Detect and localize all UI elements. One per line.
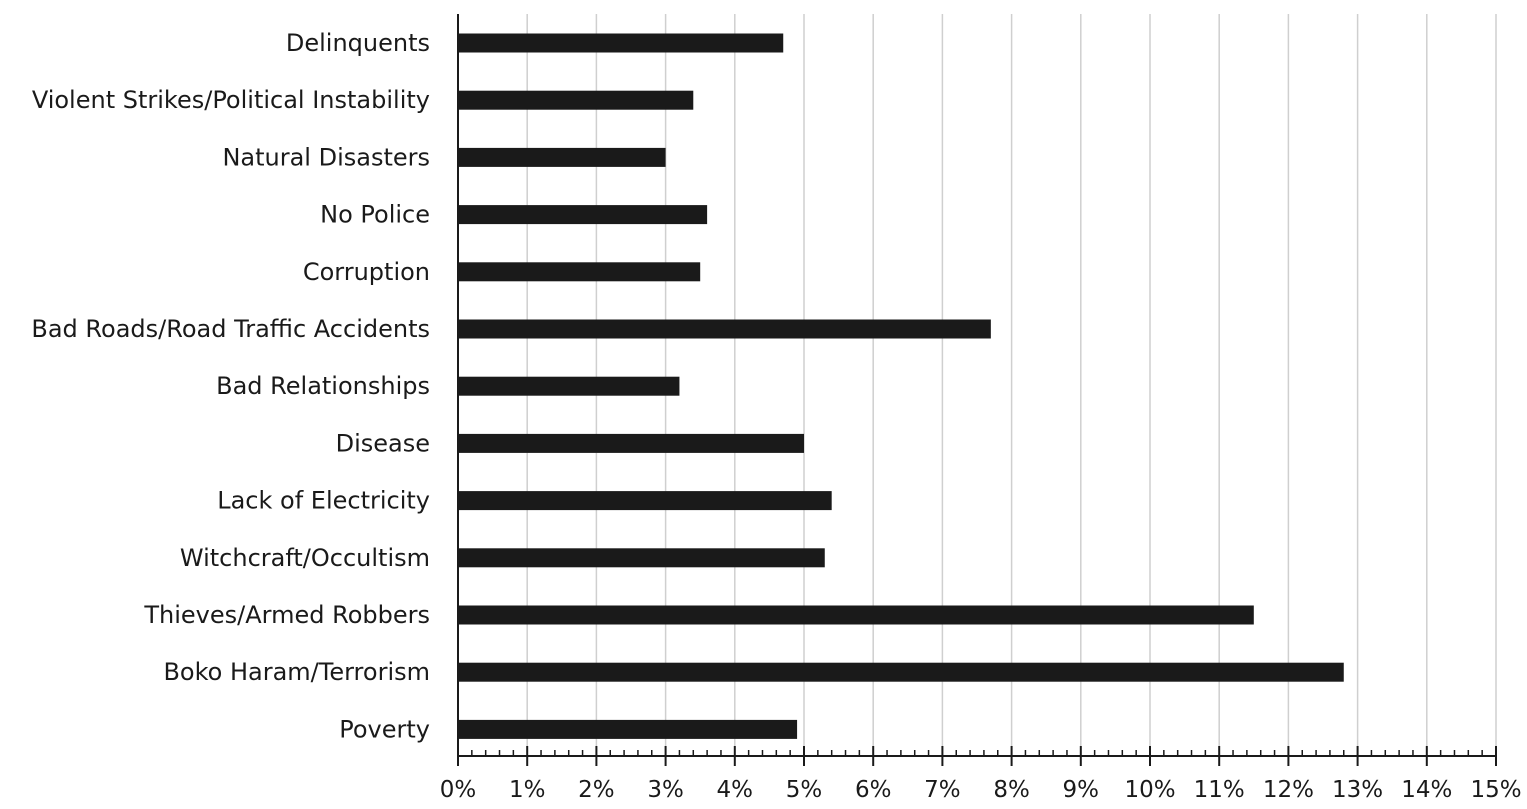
x-tick-label: 11%	[1194, 777, 1245, 803]
x-tick-label: 6%	[855, 777, 892, 803]
category-label: Bad Roads/Road Traffic Accidents	[31, 315, 430, 343]
category-label: Thieves/Armed Robbers	[143, 601, 430, 629]
bar	[458, 548, 825, 568]
category-label: Witchcraft/Occultism	[180, 544, 430, 572]
category-label: Disease	[336, 429, 430, 457]
x-tick-label: 0%	[440, 777, 477, 803]
bar	[458, 433, 804, 453]
bar	[458, 605, 1254, 625]
category-labels: Delinquents Violent Strikes/Political Ins…	[31, 29, 430, 743]
x-tick-label: 5%	[786, 777, 823, 803]
category-label: Natural Disasters	[222, 143, 430, 171]
category-label: Violent Strikes/Political Instability	[32, 86, 430, 114]
bar	[458, 719, 798, 739]
gridlines	[526, 14, 1497, 756]
category-label: Lack of Electricity	[217, 487, 430, 515]
x-tick-label: 4%	[717, 777, 754, 803]
x-tick-label: 7%	[924, 777, 961, 803]
bar	[458, 376, 680, 396]
bar	[458, 90, 694, 110]
x-tick-label: 13%	[1332, 777, 1383, 803]
x-tick-label: 15%	[1470, 777, 1521, 803]
x-axis: 0% 1% 2% 3% 4% 5% 6% 7% 8% 9% 10% 11% 12% 13% 14% 15%	[440, 14, 1522, 803]
x-tick-label: 2%	[578, 777, 615, 803]
category-label: Corruption	[303, 258, 430, 286]
x-tick-label: 8%	[993, 777, 1030, 803]
bar	[458, 205, 708, 225]
x-tick-label: 10%	[1124, 777, 1175, 803]
category-label: Poverty	[339, 715, 430, 743]
x-tick-label: 14%	[1401, 777, 1452, 803]
bar	[458, 147, 666, 167]
x-tick-label: 12%	[1263, 777, 1314, 803]
bar	[458, 319, 991, 339]
x-tick-label: 1%	[509, 777, 546, 803]
category-label: No Police	[320, 201, 430, 229]
bars	[458, 33, 1344, 739]
x-tick-label: 9%	[1063, 777, 1100, 803]
category-label: Delinquents	[286, 29, 430, 57]
category-label: Boko Haram/Terrorism	[163, 658, 430, 686]
bar	[458, 262, 701, 282]
bar	[458, 33, 784, 53]
bar	[458, 662, 1344, 682]
x-tick-label: 3%	[647, 777, 684, 803]
category-label: Bad Relationships	[216, 372, 430, 400]
bar	[458, 491, 832, 511]
